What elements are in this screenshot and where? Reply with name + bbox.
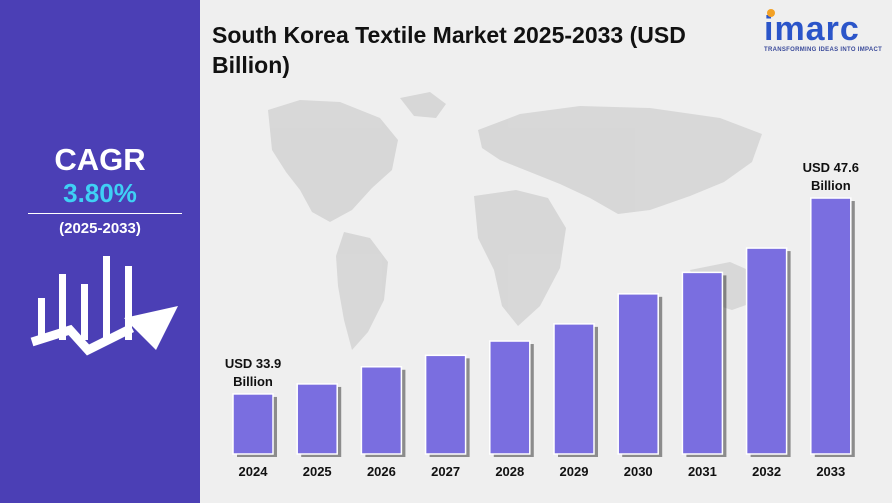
- bar-2030: [617, 293, 659, 455]
- bar-2029: [553, 323, 595, 455]
- x-tick-label-2030: 2030: [624, 464, 653, 479]
- bar-2033: [810, 197, 852, 455]
- bar-series: [232, 197, 855, 457]
- x-tick-label-2024: 2024: [239, 464, 269, 479]
- bar-2027: [424, 354, 467, 455]
- x-tick-label-2026: 2026: [367, 464, 396, 479]
- data-label-2024-line1: USD 33.9: [225, 356, 281, 371]
- growth-chart-icon: [30, 256, 178, 356]
- cagr-divider: [28, 213, 182, 214]
- x-tick-label-2032: 2032: [752, 464, 781, 479]
- bar-2028: [489, 340, 531, 455]
- data-labels: USD 33.9 Billion USD 47.6 Billion: [225, 160, 859, 389]
- bar-2032: [745, 247, 788, 455]
- bar-2026: [360, 366, 403, 455]
- bar-2024: [232, 393, 274, 455]
- data-label-2033-line2: Billion: [811, 178, 851, 193]
- logo-wordmark: imarc: [764, 10, 860, 48]
- world-map-background: [268, 92, 762, 350]
- x-tick-label-2027: 2027: [431, 464, 460, 479]
- chart-title: South Korea Textile Market 2025-2033 (US…: [212, 22, 686, 78]
- cagr-period: (2025-2033): [59, 220, 141, 237]
- imarc-logo: imarc TRANSFORMING IDEAS INTO IMPACT: [764, 6, 886, 62]
- logo-dot-icon: [767, 9, 775, 17]
- x-tick-label-2028: 2028: [495, 464, 524, 479]
- bar-2031: [681, 271, 724, 455]
- x-tick-label-2029: 2029: [560, 464, 589, 479]
- logo-tagline: TRANSFORMING IDEAS INTO IMPACT: [764, 47, 883, 53]
- x-tick-label-2033: 2033: [816, 464, 845, 479]
- x-tick-label-2031: 2031: [688, 464, 717, 479]
- bar-2025: [296, 383, 338, 455]
- data-label-2033-line1: USD 47.6: [803, 160, 859, 175]
- cagr-label: CAGR: [54, 142, 146, 177]
- cagr-panel: CAGR 3.80% (2025-2033): [0, 0, 200, 503]
- data-label-2024-line2: Billion: [233, 374, 273, 389]
- x-axis-labels: 2024 2025 2026 2027 2028 2029 2030 2031 2032 2033: [239, 464, 846, 479]
- x-tick-label-2025: 2025: [303, 464, 332, 479]
- cagr-value: 3.80%: [63, 178, 137, 208]
